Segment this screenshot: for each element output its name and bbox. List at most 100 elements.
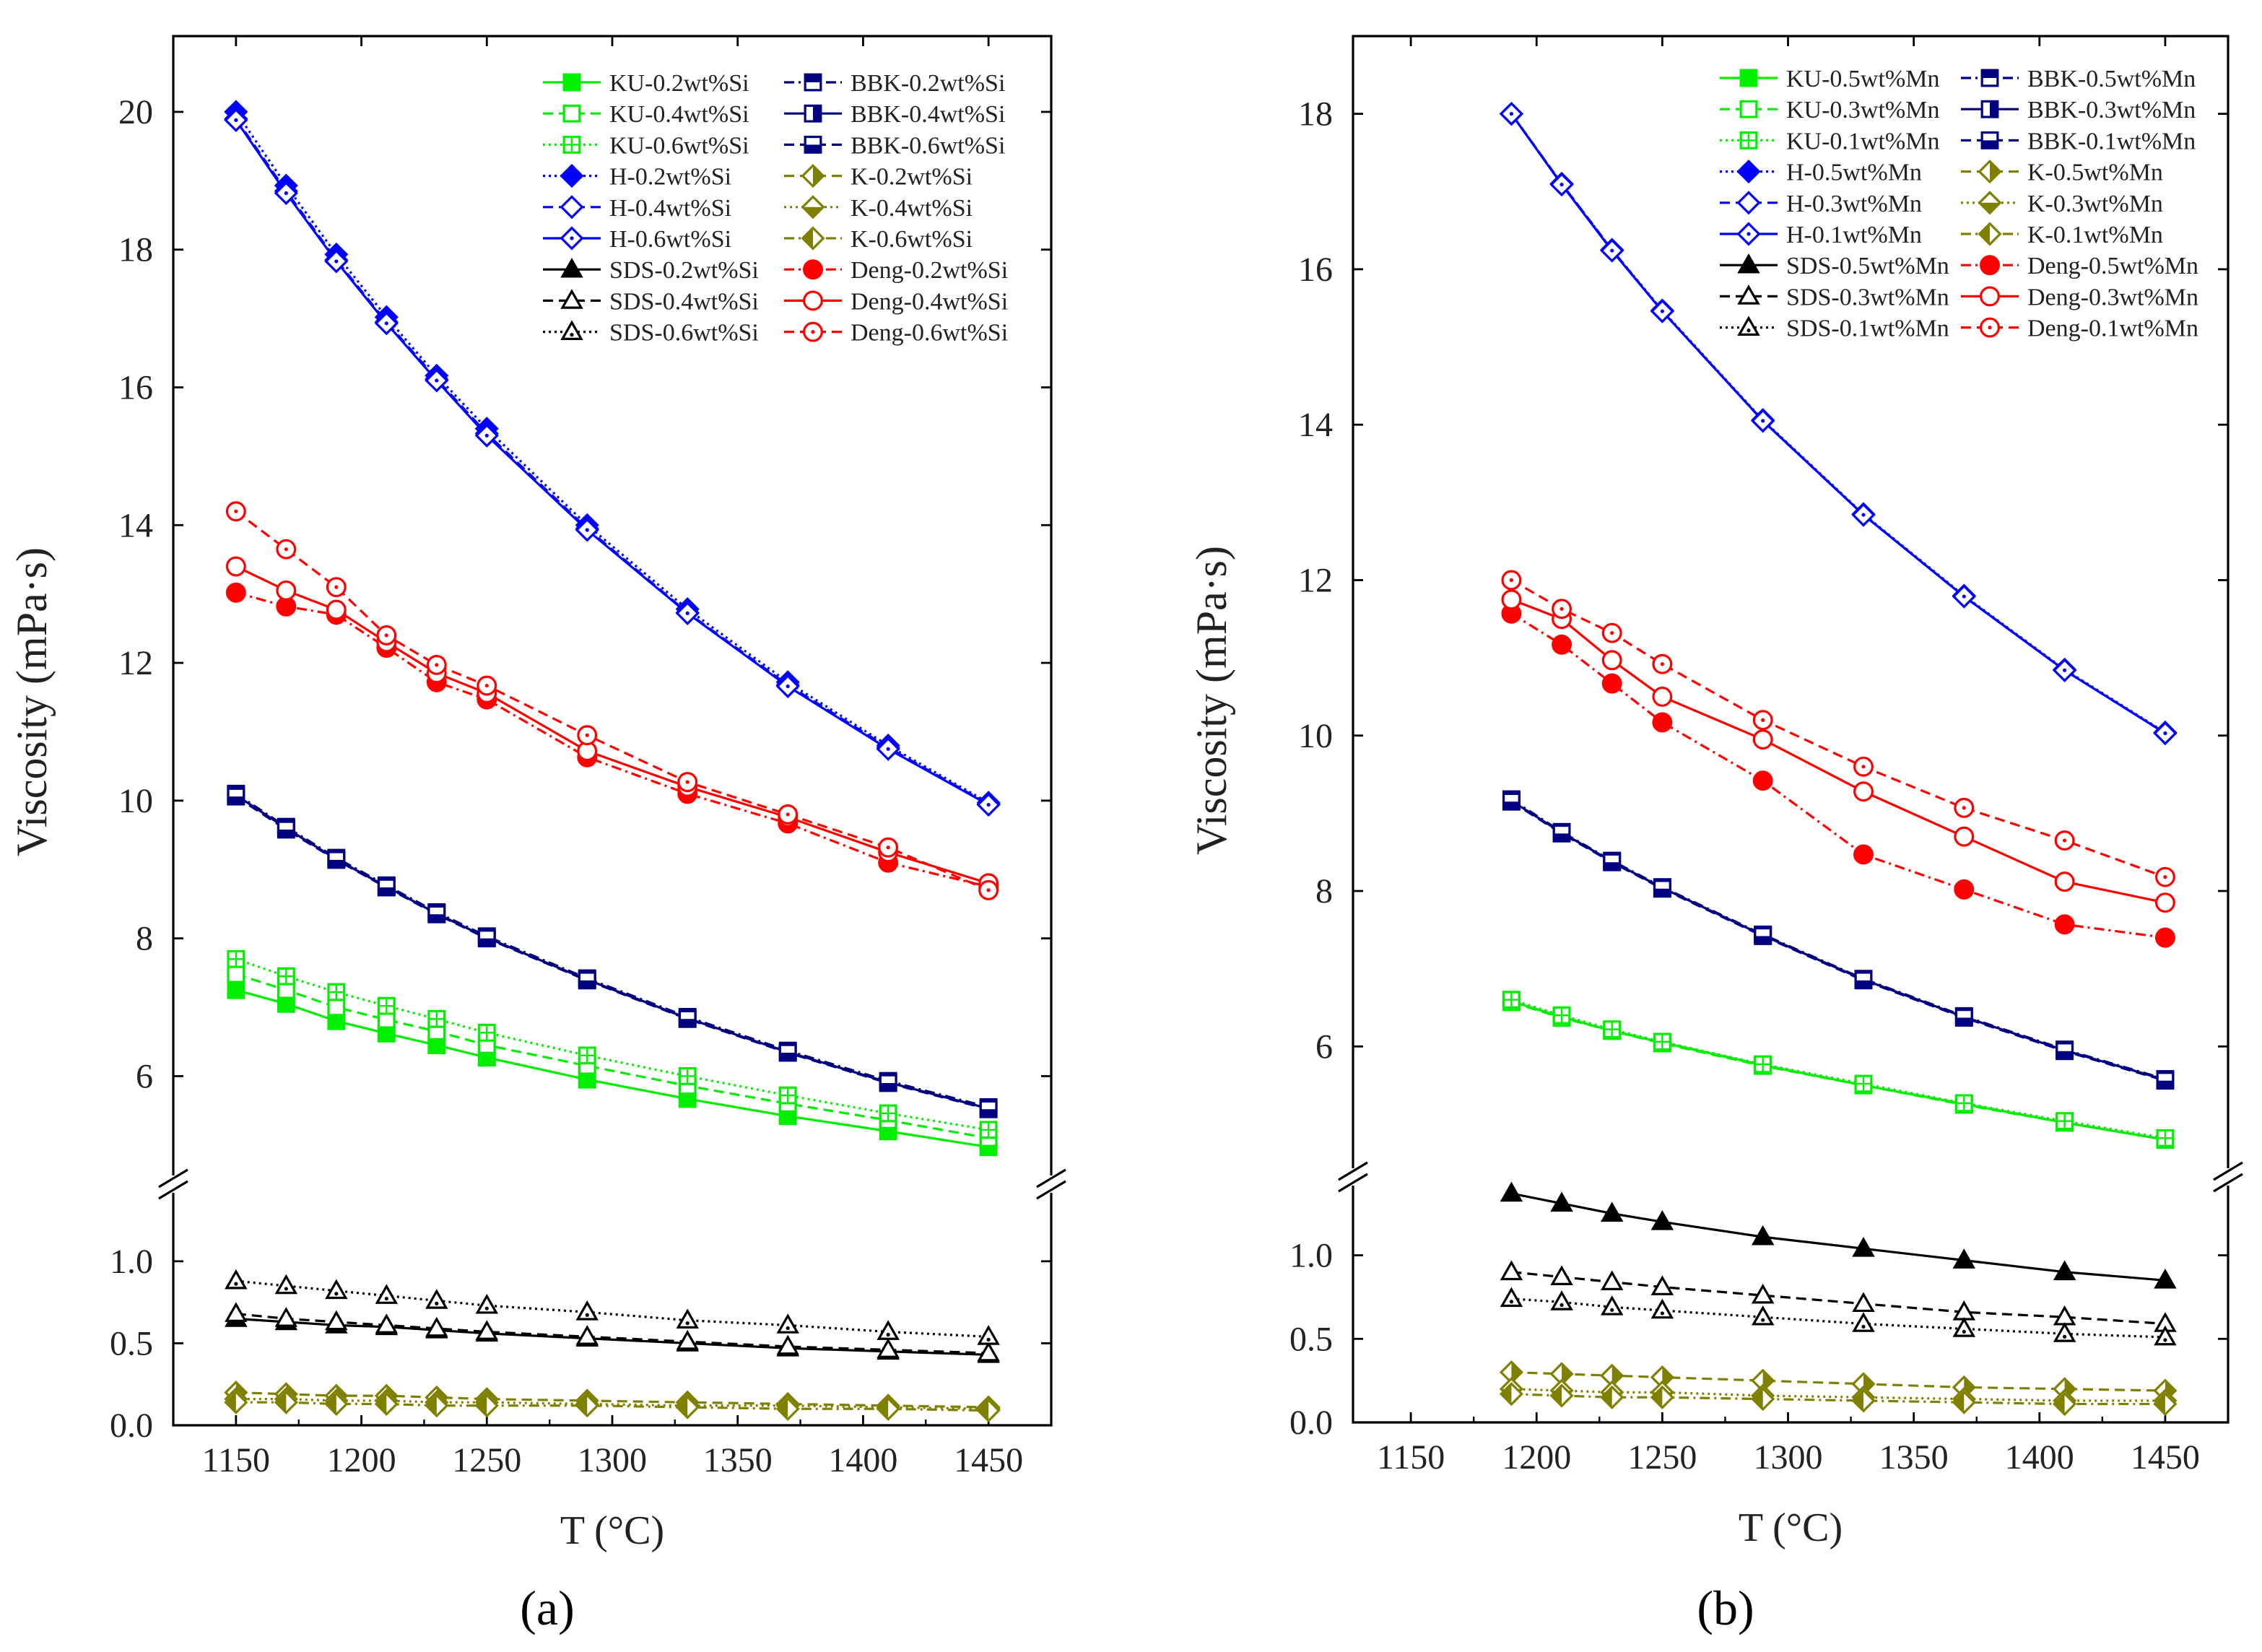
data-point <box>575 1300 599 1321</box>
data-point-half <box>476 1395 487 1417</box>
legend-label: Deng-0.4wt%Si <box>851 288 1008 315</box>
data-point <box>2054 871 2075 892</box>
series-sds-0-1wt-mn <box>1500 1287 2177 1346</box>
x-tick-label: 1350 <box>1879 1438 1949 1477</box>
data-point <box>876 1338 900 1358</box>
data-point-dot <box>585 733 589 737</box>
data-point-dot <box>585 1313 589 1317</box>
series-sds-0-4wt-si <box>225 1302 1000 1362</box>
data-point-dot <box>986 1337 991 1342</box>
legend-label: H-0.1wt%Mn <box>1786 222 1922 248</box>
data-point-dot <box>435 1301 439 1305</box>
x-tick-label: 1250 <box>1627 1438 1697 1477</box>
axis-frame-lower <box>1352 1186 2230 1424</box>
x-tick-label: 1150 <box>1377 1438 1445 1477</box>
legend-marker-half <box>805 144 821 153</box>
data-point-dot <box>2163 731 2167 736</box>
legend-label: KU-0.5wt%Mn <box>1786 66 1939 92</box>
data-point-half <box>2157 1080 2173 1089</box>
data-point-dot <box>886 747 890 751</box>
series-line <box>1511 1271 2166 1326</box>
data-point-half <box>276 1391 287 1413</box>
series-line <box>235 794 989 1110</box>
data-point-half <box>426 1395 437 1417</box>
data-point-half <box>479 938 495 947</box>
legend-marker <box>803 259 823 280</box>
series-h-0-6wt-si <box>224 108 1001 817</box>
data-point-half <box>278 829 295 838</box>
legend-label: Deng-0.2wt%Si <box>851 257 1008 284</box>
legend-marker <box>560 257 583 278</box>
y-tick-label: 16 <box>118 369 153 407</box>
legend-label: BBK-0.2wt%Si <box>851 70 1005 97</box>
data-point <box>1752 729 1773 750</box>
legend-marker-half <box>813 105 821 122</box>
legend-item: KU-0.3wt%Mn <box>1720 97 1939 123</box>
data-point-dot <box>234 509 238 513</box>
data-point <box>876 1320 900 1340</box>
data-point-dot <box>284 1287 288 1291</box>
data-point <box>575 1325 599 1345</box>
data-point-dot <box>1761 1318 1765 1322</box>
data-point <box>1601 650 1622 671</box>
data-point-dot <box>1560 182 1564 187</box>
legend-marker-half <box>1979 202 2001 214</box>
y-tick-label: 0.0 <box>1289 1404 1333 1442</box>
data-point <box>1853 781 1874 802</box>
data-point <box>1954 879 1975 900</box>
data-point-dot <box>685 611 690 616</box>
series-line <box>235 1391 989 1409</box>
data-point-half <box>225 1391 236 1413</box>
data-point <box>1550 1265 1573 1286</box>
data-point-dot <box>435 378 439 383</box>
x-axis-label: T (°C) <box>1739 1505 1843 1550</box>
data-point-dot <box>1660 1311 1664 1316</box>
series-bbk-0-1wt-mn <box>1502 792 2175 1090</box>
data-point-half <box>2056 1051 2073 1059</box>
data-point-dot <box>384 1296 388 1301</box>
y-tick-label: 1.0 <box>1289 1237 1333 1275</box>
series-h-0-1wt-mn <box>1499 102 2178 746</box>
data-point-dot <box>334 585 339 589</box>
data-point <box>1550 1290 1573 1310</box>
legend-label: BBK-0.6wt%Si <box>851 132 1005 159</box>
data-point <box>325 1310 348 1331</box>
data-point-dot <box>786 684 790 689</box>
legend-marker <box>562 73 581 92</box>
legend-item: BBK-0.5wt%Mn <box>1961 66 2196 92</box>
data-point-half <box>1503 801 1520 810</box>
data-point <box>776 1313 799 1334</box>
data-point-half <box>328 859 344 868</box>
data-point-dot <box>284 547 288 552</box>
legend-item: H-0.6wt%Si <box>543 226 731 253</box>
data-point <box>2154 927 2175 948</box>
data-point <box>325 1279 348 1300</box>
y-tick-label: 16 <box>1298 251 1333 289</box>
legend-label: H-0.4wt%Si <box>609 195 731 222</box>
data-point-dot <box>2163 875 2167 879</box>
data-point <box>676 1329 699 1350</box>
axis-break-mark <box>1036 1168 1066 1188</box>
legend-label: KU-0.3wt%Mn <box>1786 97 1939 123</box>
series-ku-0-1wt-mn <box>1502 991 2175 1147</box>
y-tick-label: 14 <box>118 506 153 544</box>
series-line <box>235 1398 989 1410</box>
x-tick-label: 1400 <box>2005 1438 2074 1477</box>
x-tick-label: 1300 <box>1754 1438 1823 1477</box>
legend-marker-half <box>805 74 821 82</box>
legend-marker-half <box>1982 70 1998 78</box>
legend-marker-dot <box>811 330 815 334</box>
y-tick-label: 8 <box>136 920 153 958</box>
data-point-half <box>1662 1367 1673 1388</box>
y-tick-label: 0.0 <box>110 1407 153 1445</box>
data-point-dot <box>484 683 489 688</box>
legend-marker <box>560 195 584 219</box>
legend-marker-dot <box>1746 232 1751 236</box>
series-line <box>1511 1370 2165 1392</box>
data-point <box>274 1307 298 1327</box>
data-point <box>1501 589 1522 610</box>
data-point <box>1600 1270 1624 1290</box>
legend-marker <box>1739 100 1758 118</box>
legend-label: H-0.2wt%Si <box>609 164 731 191</box>
data-point-dot <box>1861 1324 1866 1329</box>
